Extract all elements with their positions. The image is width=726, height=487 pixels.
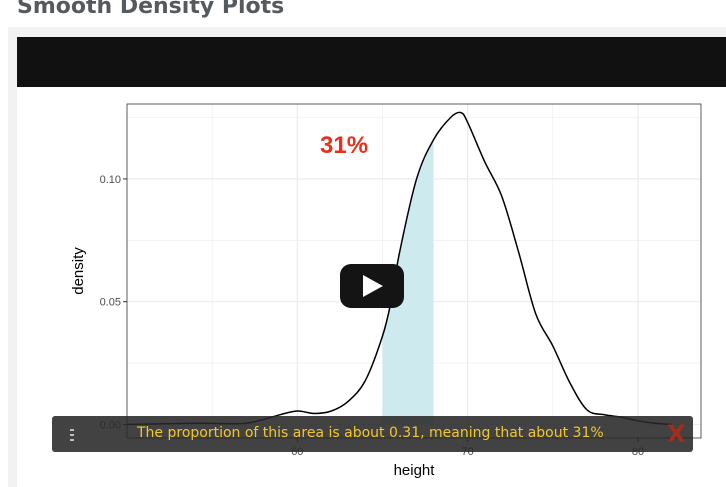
y-axis-title: density	[70, 247, 87, 295]
annotation-label: 31%	[320, 132, 368, 159]
drag-handle-icon[interactable]	[70, 429, 74, 441]
caption-bar: The proportion of this area is about 0.3…	[52, 416, 693, 452]
video-top-bar	[17, 37, 726, 87]
y-tick-label: 0.05	[100, 297, 121, 309]
page-title: Smooth Density Plots	[17, 0, 285, 19]
close-icon[interactable]: X	[667, 420, 686, 448]
caption-text: The proportion of this area is about 0.3…	[137, 425, 604, 441]
y-tick-label: 0.10	[100, 174, 121, 186]
play-icon	[363, 275, 383, 297]
x-axis-title: height	[394, 462, 436, 479]
play-button[interactable]	[340, 264, 404, 308]
shaded-area	[382, 139, 434, 425]
density-curve	[126, 111, 673, 426]
